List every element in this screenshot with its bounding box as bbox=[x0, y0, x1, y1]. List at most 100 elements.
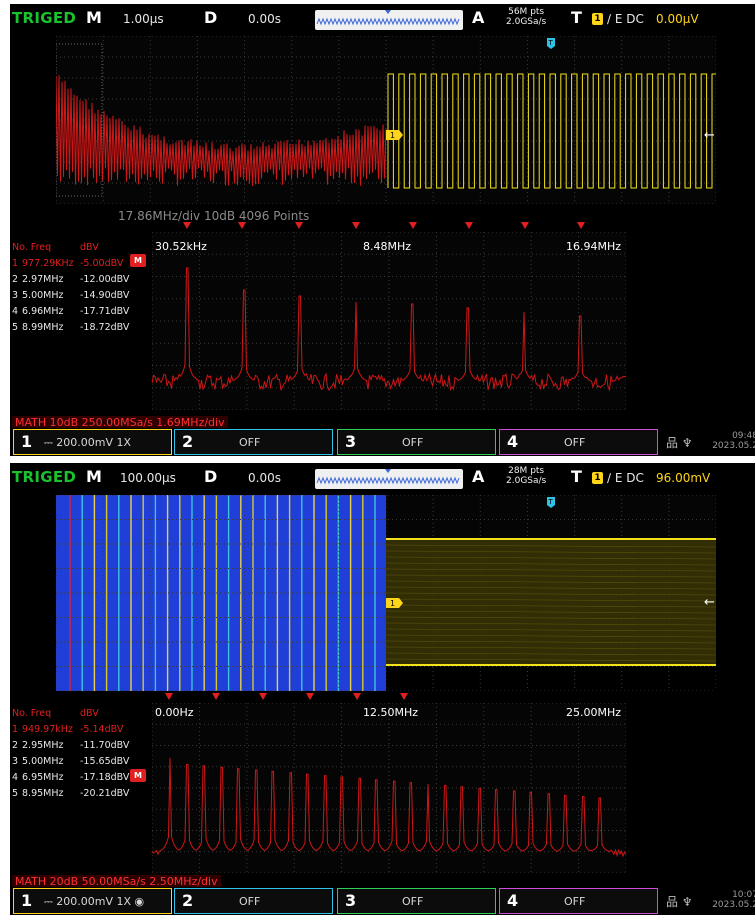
spectrum-trace bbox=[152, 757, 626, 858]
waveform-grid[interactable]: T 1 ← bbox=[56, 36, 716, 204]
svg-text:T: T bbox=[548, 39, 554, 47]
peak-row: 2 2.95MHz -11.70dBV bbox=[12, 740, 130, 751]
freq-stop-label: 16.94MHz bbox=[566, 240, 622, 253]
channel-4-button[interactable]: 4 OFF bbox=[499, 429, 658, 455]
trigger-t-marker bbox=[547, 38, 555, 49]
peak-marker-icon bbox=[465, 222, 473, 229]
peak-marker-icon bbox=[259, 693, 267, 700]
memory-depth: 56M pts 2.0GSa/s bbox=[506, 7, 546, 27]
memory-depth: 28M pts 2.0GSa/s bbox=[506, 466, 546, 486]
peak-marker-icon bbox=[212, 693, 220, 700]
delay-letter: D bbox=[204, 8, 218, 27]
math-marker: M bbox=[130, 769, 146, 782]
scope-screen-2: TRIGED M 100.00µs D 0.00s A 28M pts 2.0G… bbox=[10, 463, 755, 915]
spectrum-grid[interactable] bbox=[152, 232, 626, 410]
trigger-status: TRIGED bbox=[12, 468, 77, 486]
sample-rate: 2.0GSa/s bbox=[506, 17, 547, 27]
memory-minimap[interactable] bbox=[315, 10, 463, 30]
fft-points-info: 17.86MHz/div 10dB 4096 Points bbox=[118, 209, 310, 223]
acquire-letter: A bbox=[472, 467, 485, 486]
delay-letter: D bbox=[204, 467, 218, 486]
peak-table: No. Freq dBV 1 949.97kHz -5.14dBV 2 2.95MHz -… bbox=[12, 706, 129, 802]
spectrum-grid[interactable] bbox=[152, 703, 626, 873]
peak-marker-icon bbox=[409, 222, 417, 229]
minimap-position-marker bbox=[385, 10, 391, 14]
trigger-t-marker bbox=[547, 497, 555, 508]
channel-4-button[interactable]: 4 OFF bbox=[499, 888, 658, 914]
trigger-source-badge: 1 bbox=[592, 472, 603, 484]
left-arrow-icon: ← bbox=[704, 595, 715, 610]
left-arrow-icon: ← bbox=[704, 128, 715, 143]
peak-markers bbox=[165, 693, 408, 700]
channel-1-button[interactable]: 1 ⎓ 200.00mV 1X bbox=[13, 429, 172, 455]
points-count: 28M pts bbox=[508, 466, 545, 476]
peak-row: 4 6.95MHz -17.18dBV bbox=[12, 772, 130, 783]
waterfall-lines bbox=[69, 495, 376, 691]
lan-usb-icons: 品 ♆ bbox=[666, 436, 693, 450]
timebase-letter: M bbox=[86, 8, 102, 27]
channel-1-settings: ⎓ 200.00mV 1X ◉ bbox=[44, 895, 145, 908]
delay-value[interactable]: 0.00s bbox=[248, 471, 281, 485]
scope-screen-1: TRIGED M 1.00µs D 0.00s A 56M pts 2.0GSa… bbox=[10, 4, 755, 456]
status-bar: TRIGED M 100.00µs D 0.00s A 28M pts 2.0G… bbox=[10, 463, 755, 493]
channel-2-button[interactable]: 2 OFF bbox=[174, 429, 333, 455]
peak-marker-icon bbox=[577, 222, 585, 229]
peak-marker-icon bbox=[353, 693, 361, 700]
peak-row: 4 6.96MHz -17.71dBV bbox=[12, 306, 130, 317]
channel-3-button[interactable]: 3 OFF bbox=[337, 429, 496, 455]
waterfall-display bbox=[56, 495, 386, 691]
svg-text:1: 1 bbox=[390, 131, 395, 140]
trigger-edge-coupling[interactable]: ∕ E DC bbox=[607, 471, 644, 485]
math-info-bar[interactable]: MATH 10dB 250.00MSa/s 1.69MHz/div bbox=[12, 416, 228, 429]
peak-row: 3 5.00MHz -14.90dBV bbox=[12, 290, 130, 301]
svg-text:1: 1 bbox=[390, 599, 395, 608]
memory-minimap[interactable] bbox=[315, 469, 463, 489]
peak-markers bbox=[183, 222, 585, 229]
peak-row: 5 8.95MHz -20.21dBV bbox=[12, 788, 130, 799]
channel-1-marker bbox=[386, 598, 403, 608]
freq-center-label: 12.50MHz bbox=[363, 706, 419, 719]
freq-start-label: 30.52kHz bbox=[155, 240, 207, 253]
trigger-letter: T bbox=[571, 467, 582, 486]
trigger-letter: T bbox=[571, 8, 582, 27]
freq-start-label: 0.00Hz bbox=[155, 706, 194, 719]
math-info-bar[interactable]: MATH 20dB 50.00MSa/s 2.50MHz/div bbox=[12, 875, 221, 888]
timebase-letter: M bbox=[86, 467, 102, 486]
peak-marker-icon bbox=[183, 222, 191, 229]
clock: 10:07 2023.05.2 bbox=[712, 890, 755, 910]
trigger-level[interactable]: 0.00µV bbox=[656, 12, 699, 26]
channel-2-button[interactable]: 2 OFF bbox=[174, 888, 333, 914]
svg-text:T: T bbox=[548, 498, 554, 506]
grid bbox=[56, 36, 716, 204]
delay-value[interactable]: 0.00s bbox=[248, 12, 281, 26]
waveform-grid[interactable]: T 1 ← bbox=[56, 495, 716, 691]
points-count: 56M pts bbox=[508, 7, 545, 17]
peak-row: 1 949.97kHz -5.14dBV bbox=[12, 724, 124, 735]
timebase-value[interactable]: 1.00µs bbox=[123, 12, 164, 26]
peak-row: 2 2.97MHz -12.00dBV bbox=[12, 274, 130, 285]
freq-center-label: 8.48MHz bbox=[363, 240, 412, 253]
peak-row: 1 977.29KHz -5.00dBV bbox=[12, 258, 124, 269]
freq-stop-label: 25.00MHz bbox=[566, 706, 622, 719]
peak-marker-icon bbox=[238, 222, 246, 229]
trigger-source-badge: 1 bbox=[592, 13, 603, 25]
peak-table: No. Freq dBV 1 977.29KHz -5.00dBV 2 2.97MHz -… bbox=[12, 240, 129, 336]
channel-1-settings: ⎓ 200.00mV 1X bbox=[44, 436, 132, 449]
minimap-wave bbox=[316, 469, 460, 485]
channel-1-marker bbox=[386, 130, 403, 140]
channel-3-button[interactable]: 3 OFF bbox=[337, 888, 496, 914]
channel-bar: 1 ⎓ 200.00mV 1X 2 OFF 3 OFF 4 OFF 品 ♆ 09… bbox=[10, 428, 755, 456]
peak-marker-icon bbox=[306, 693, 314, 700]
trigger-edge-coupling[interactable]: ∕ E DC bbox=[607, 12, 644, 26]
channel-1-button[interactable]: 1 ⎓ 200.00mV 1X ◉ bbox=[13, 888, 172, 914]
peak-marker-icon bbox=[400, 693, 408, 700]
peak-marker-icon bbox=[521, 222, 529, 229]
sample-rate: 2.0GSa/s bbox=[506, 476, 547, 486]
trigger-level[interactable]: 96.00mV bbox=[656, 471, 711, 485]
spectrum-trace bbox=[152, 267, 626, 392]
math-marker: M bbox=[130, 254, 146, 267]
timebase-value[interactable]: 100.00µs bbox=[120, 471, 176, 485]
ch1-envelope-fill bbox=[386, 539, 716, 665]
acquire-letter: A bbox=[472, 8, 485, 27]
peak-marker-icon bbox=[295, 222, 303, 229]
